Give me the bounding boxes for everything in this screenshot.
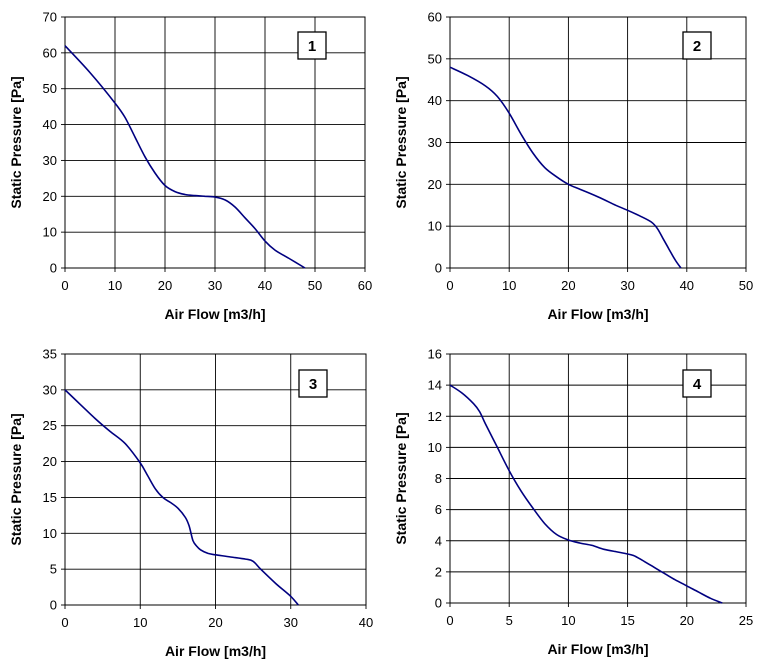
y-tick-label: 30	[428, 135, 442, 150]
y-axis-label: Static Pressure [Pa]	[393, 412, 409, 544]
x-tick-label: 10	[133, 615, 147, 630]
chart-number-label: 2	[693, 38, 701, 55]
x-tick-label: 20	[680, 613, 694, 628]
x-tick-label: 0	[446, 613, 453, 628]
y-tick-label: 20	[43, 189, 57, 204]
y-tick-label: 2	[435, 564, 442, 579]
fan-curve-line	[64, 389, 299, 606]
fan-curve-line	[64, 45, 306, 269]
chart-number-badge	[682, 31, 712, 60]
y-tick-label: 0	[50, 598, 57, 613]
x-tick-label: 50	[739, 278, 753, 293]
plot-area-frame	[64, 353, 367, 606]
chart-number-label: 4	[693, 376, 702, 393]
y-axis-label: Static Pressure [Pa]	[8, 413, 24, 545]
plot-area-frame	[449, 16, 747, 269]
y-tick-label: 15	[43, 490, 57, 505]
x-axis-label: Air Flow [m3/h]	[547, 306, 648, 322]
y-tick-label: 60	[43, 45, 57, 60]
fan-curve-line	[449, 384, 723, 604]
y-tick-label: 10	[43, 526, 57, 541]
y-tick-label: 14	[428, 378, 442, 393]
y-tick-label: 30	[43, 382, 57, 397]
y-tick-label: 40	[43, 117, 57, 132]
chart-number-badge	[297, 31, 327, 60]
y-tick-label: 0	[435, 261, 442, 276]
y-tick-label: 25	[43, 418, 57, 433]
y-tick-label: 0	[435, 596, 442, 611]
y-tick-label: 60	[428, 10, 442, 25]
y-tick-label: 0	[50, 261, 57, 276]
x-tick-label: 30	[208, 278, 222, 293]
y-tick-label: 30	[43, 153, 57, 168]
y-axis-label: Static Pressure [Pa]	[393, 76, 409, 208]
x-axis-label: Air Flow [m3/h]	[165, 643, 266, 659]
y-tick-label: 4	[435, 533, 442, 548]
y-tick-label: 10	[428, 440, 442, 455]
x-tick-label: 20	[561, 278, 575, 293]
y-tick-label: 70	[43, 10, 57, 25]
y-tick-label: 10	[43, 225, 57, 240]
chart-number-badge	[298, 369, 328, 398]
x-tick-label: 15	[620, 613, 634, 628]
y-tick-label: 40	[428, 93, 442, 108]
x-axis-label: Air Flow [m3/h]	[547, 641, 648, 657]
y-tick-label: 16	[428, 347, 442, 362]
chart-panel-4: 0 2 4 6 8 10 12 14 16 0 5 10 15 20 25 4 Air Flow [m3/h] S…	[393, 347, 753, 658]
x-tick-label: 25	[739, 613, 753, 628]
x-tick-label: 20	[158, 278, 172, 293]
chart-number-label: 1	[308, 38, 316, 55]
y-axis-label: Static Pressure [Pa]	[8, 76, 24, 208]
plot-area-frame	[449, 353, 747, 604]
fan-curve-line	[449, 66, 682, 269]
x-tick-label: 50	[308, 278, 322, 293]
chart-panel-1: 0 10 20 30 40 50 60 70 0 10 20 30 40 50 60 1 Air Flow [m…	[8, 10, 372, 323]
x-tick-label: 5	[506, 613, 513, 628]
x-tick-label: 20	[208, 615, 222, 630]
y-tick-label: 10	[428, 219, 442, 234]
y-tick-label: 8	[435, 471, 442, 486]
y-tick-label: 12	[428, 409, 442, 424]
y-tick-label: 50	[428, 51, 442, 66]
y-tick-label: 6	[435, 502, 442, 517]
x-tick-label: 0	[446, 278, 453, 293]
y-tick-label: 5	[50, 562, 57, 577]
x-tick-label: 60	[358, 278, 372, 293]
x-tick-label: 40	[680, 278, 694, 293]
x-tick-label: 30	[284, 615, 298, 630]
chart-panel-2: 0 10 20 30 40 50 60 0 10 20 30 40 50 2 Air Flow [m3/h]…	[393, 10, 753, 323]
plot-area-frame	[64, 16, 366, 269]
x-tick-label: 40	[359, 615, 373, 630]
x-axis-label: Air Flow [m3/h]	[164, 306, 265, 322]
chart-panel-3: 0 5 10 15 20 25 30 35 0 10 20 30 40 3 Air Flow [m3/h] S…	[8, 347, 373, 660]
x-tick-label: 0	[61, 278, 68, 293]
chart-number-label: 3	[309, 376, 317, 393]
y-tick-label: 20	[428, 177, 442, 192]
x-tick-label: 10	[108, 278, 122, 293]
x-tick-label: 10	[502, 278, 516, 293]
x-tick-label: 0	[61, 615, 68, 630]
y-tick-label: 50	[43, 81, 57, 96]
x-tick-label: 10	[561, 613, 575, 628]
x-tick-label: 30	[620, 278, 634, 293]
y-tick-label: 20	[43, 454, 57, 469]
y-tick-label: 35	[43, 347, 57, 362]
x-tick-label: 40	[258, 278, 272, 293]
chart-number-badge	[682, 369, 712, 398]
